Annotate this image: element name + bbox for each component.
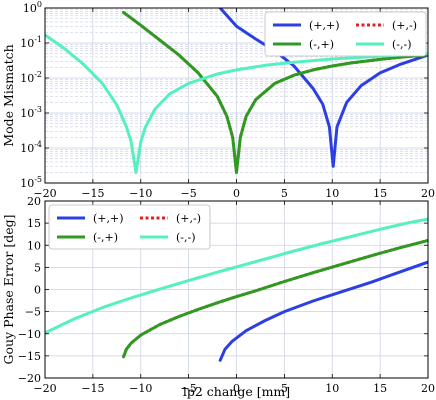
x-tick-label: 15: [373, 187, 387, 200]
series-group: [45, 217, 428, 362]
legend: (+,+) (+,-) (-,+) (-,-): [48, 204, 211, 250]
series-line-0: [218, 8, 428, 168]
x-tick-label: 20: [421, 382, 435, 395]
legend-label-2: (-,+): [309, 38, 334, 51]
x-axis-label: lp2 change [mm]: [183, 384, 290, 399]
panel-1: −20 −15 −10 −5 0 5 10 15 20 100 10-1 10-2 10-3 10-4 10…: [1, 0, 435, 200]
legend-label-3: (-,-): [392, 38, 412, 51]
y-tick-label: 10-1: [20, 35, 42, 50]
x-tick-label: −15: [81, 187, 104, 200]
legend-label-0: (+,+): [93, 212, 124, 225]
x-tick-label: −5: [181, 382, 197, 395]
legend-label-1: (+,-): [176, 212, 201, 225]
x-tick-label: −10: [129, 187, 152, 200]
series-line-3: [45, 33, 428, 174]
x-tick-label: −5: [181, 187, 197, 200]
x-tick-label: 15: [373, 382, 387, 395]
y-tick-label: 10-4: [20, 140, 42, 155]
legend-label-1: (+,-): [392, 19, 417, 32]
x-tick-label: 0: [233, 382, 240, 395]
y-tick-label: 10: [27, 239, 41, 252]
tick-marks: [44, 7, 429, 184]
legend-label-0: (+,+): [309, 19, 340, 32]
series-line-0: [218, 260, 428, 362]
y-tick-label: 0: [34, 284, 41, 297]
y-tick-label: −10: [18, 328, 41, 341]
series-line-2: [122, 238, 428, 359]
y-tick-label: 15: [27, 217, 41, 230]
legend-box: [264, 11, 427, 57]
y-tick-label: −20: [18, 372, 41, 385]
legend-box: [48, 204, 211, 250]
legend-label-2: (-,+): [93, 231, 118, 244]
x-tick-label: 0: [233, 187, 240, 200]
series-group: [45, 8, 428, 174]
y-tick-label: 10-5: [20, 175, 42, 190]
y-tick-label: 5: [34, 261, 41, 274]
series-line-3: [45, 217, 428, 335]
tick-marks: [44, 200, 429, 379]
y-tick-label: 10-3: [20, 105, 42, 120]
x-tick-label: 10: [325, 382, 339, 395]
y-tick-label: −5: [25, 306, 41, 319]
legend-label-3: (-,-): [176, 231, 196, 244]
series-line-2: [122, 10, 428, 174]
y-tick-label: 100: [23, 0, 42, 15]
legend: (+,+) (+,-) (-,+) (-,-): [264, 11, 427, 57]
x-tick-label: −20: [33, 382, 56, 395]
series-line-1: [122, 238, 428, 358]
x-tick-label: 20: [421, 187, 435, 200]
x-tick-label: −15: [81, 382, 104, 395]
y-axis-label: Mode Mismatch: [1, 44, 16, 146]
x-tick-label: 10: [325, 187, 339, 200]
panel-2: −20 −15 −10 −5 0 5 10 15 2020151050−5−10−15−20Go…: [1, 195, 435, 399]
x-tick-label: 5: [281, 382, 288, 395]
x-tick-label: −20: [33, 187, 56, 200]
y-axis-label: Gouy Phase Error [deg]: [1, 215, 16, 365]
x-tick-label: −10: [129, 382, 152, 395]
x-tick-label: 5: [281, 187, 288, 200]
y-tick-label: 20: [27, 195, 41, 208]
y-tick-label: −15: [18, 350, 41, 363]
y-tick-label: 10-2: [20, 70, 42, 85]
